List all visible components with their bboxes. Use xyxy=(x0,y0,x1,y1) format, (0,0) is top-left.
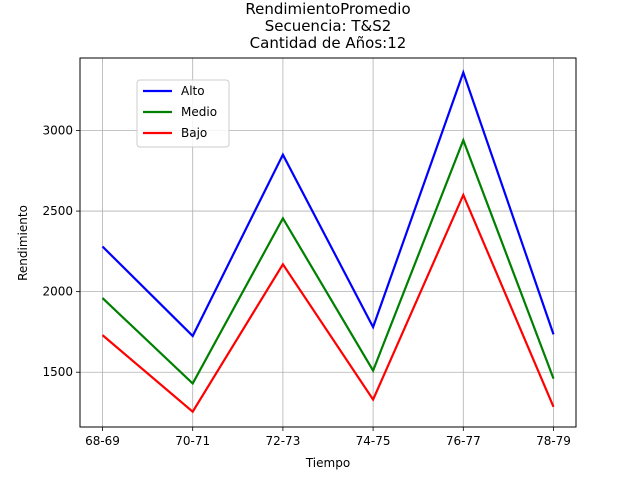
legend-box xyxy=(136,79,230,148)
y-axis-label: Rendimiento xyxy=(16,205,30,281)
series-lines xyxy=(101,69,555,414)
y-tick-label: 2000 xyxy=(42,285,73,299)
x-tick-label: 76-77 xyxy=(446,434,481,448)
y-tick-label: 1500 xyxy=(42,365,73,379)
y-tick-label: 3000 xyxy=(42,124,73,138)
x-tick-label: 72-73 xyxy=(265,434,300,448)
x-axis-ticks: 68-69 70-71 72-73 74-75 76-77 78-79 xyxy=(85,427,571,448)
y-axis-ticks: 1500 2000 2500 3000 xyxy=(42,124,80,379)
series-line-medio xyxy=(101,137,555,386)
x-tick-label: 74-75 xyxy=(356,434,391,448)
x-tick-label: 68-69 xyxy=(85,434,120,448)
legend-entry-alto: Alto xyxy=(143,84,205,98)
chart-title-line-2: Secuencia: T&S2 xyxy=(265,17,392,35)
legend-entry-bajo: Bajo xyxy=(143,126,207,140)
legend-label: Medio xyxy=(181,105,217,119)
x-tick-label: 70-71 xyxy=(175,434,210,448)
chart-title-line-1: RendimientoPromedio xyxy=(245,0,410,18)
series-line-bajo xyxy=(101,192,555,414)
plot-frame xyxy=(79,57,577,428)
series-line-alto xyxy=(101,69,555,338)
x-tick-label: 78-79 xyxy=(536,434,571,448)
legend-label: Alto xyxy=(181,84,205,98)
legend-entry-medio: Medio xyxy=(143,105,217,119)
y-tick-label: 2500 xyxy=(42,204,73,218)
chart-title-line-3: Cantidad de Años:12 xyxy=(250,34,407,52)
legend: Alto Medio Bajo xyxy=(136,79,230,148)
legend-label: Bajo xyxy=(181,126,207,140)
x-axis-label: Tiempo xyxy=(305,456,350,470)
